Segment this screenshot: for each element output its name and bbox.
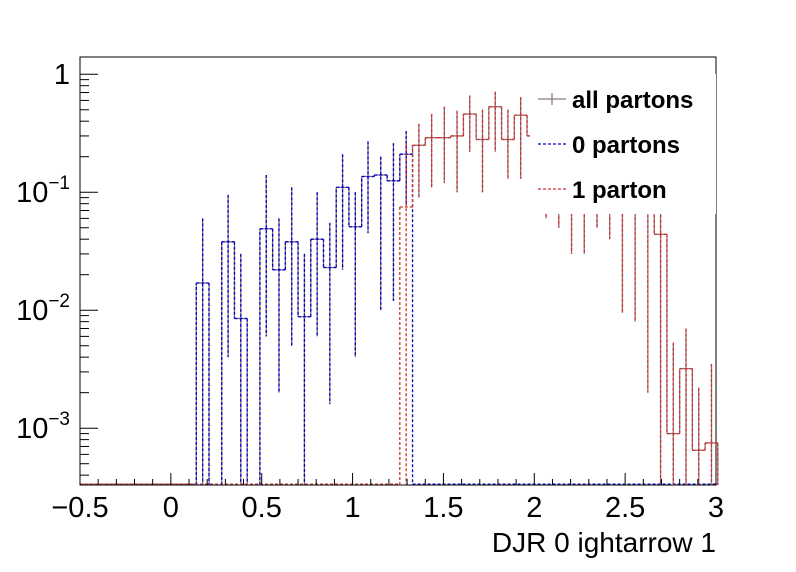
x-tick-label: 2 bbox=[526, 492, 542, 524]
series-1 bbox=[80, 131, 716, 485]
x-tick-label: 1.5 bbox=[423, 492, 463, 524]
y-tick-label: 10−3 bbox=[16, 409, 70, 445]
y-tick-label: 10−2 bbox=[16, 291, 70, 327]
x-tick-label: 2.5 bbox=[605, 492, 645, 524]
x-tick-label: 1 bbox=[345, 492, 361, 524]
y-tick-label: 1 bbox=[54, 59, 70, 91]
x-tick-label: −0.5 bbox=[51, 492, 108, 524]
legend-label: 1 parton bbox=[572, 177, 667, 204]
x-tick-label: 0 bbox=[163, 492, 179, 524]
axis-layer: −0.5 0 0.5 1 1.5 2 2.5 3 10−3 10−2 10−1 1 bbox=[16, 59, 724, 524]
y-tick-label: 10−1 bbox=[16, 173, 70, 209]
series-layer bbox=[80, 91, 719, 485]
x-axis-title: DJR 0 ightarrow 1 bbox=[492, 527, 716, 558]
plot-frame bbox=[79, 56, 717, 486]
legend: all partons 0 partons 1 parton bbox=[530, 74, 716, 214]
legend-label: 0 partons bbox=[572, 132, 680, 159]
x-tick-label: 3 bbox=[708, 492, 724, 524]
legend-label: all partons bbox=[572, 87, 693, 114]
x-tick-label: 0.5 bbox=[242, 492, 282, 524]
